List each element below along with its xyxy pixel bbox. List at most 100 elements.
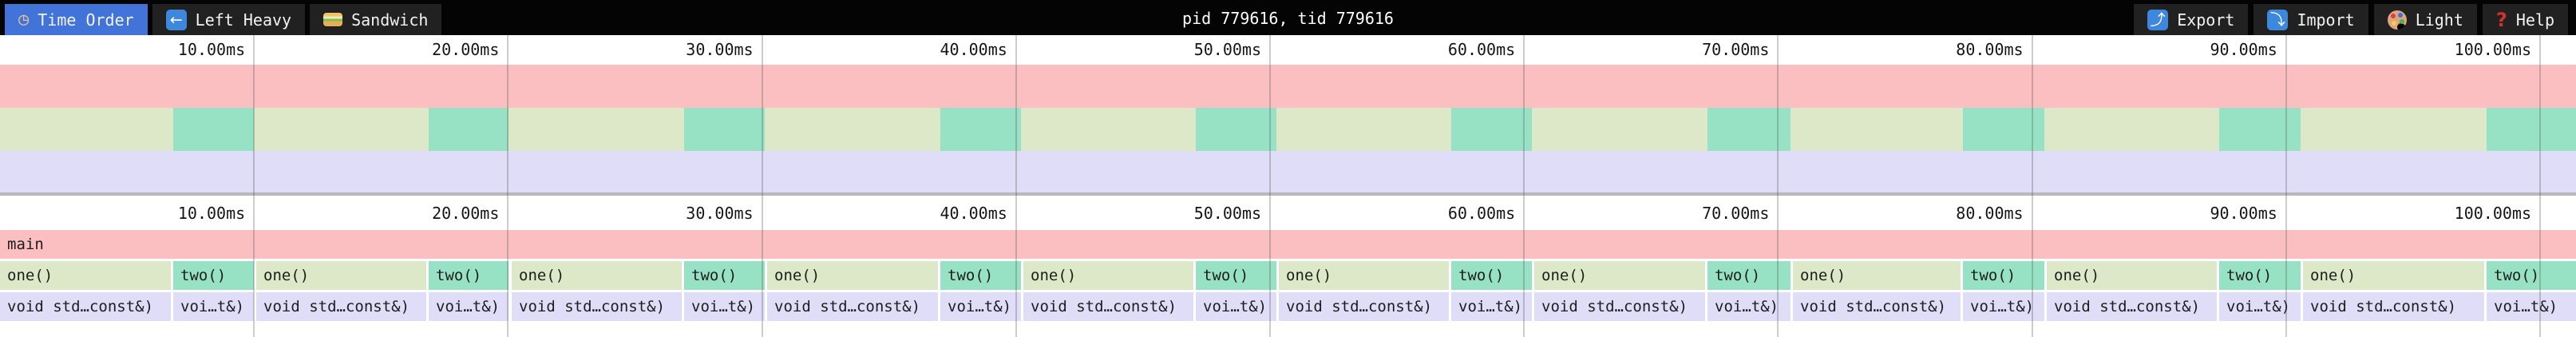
frame-one[interactable]: one() (2047, 261, 2217, 290)
ruler-tick-label: 80.00ms (1956, 40, 2024, 59)
frame-two-child[interactable]: voi…t&) (2487, 292, 2576, 321)
tab-sandwich[interactable]: Sandwich (310, 4, 442, 35)
button-label: Light (2415, 10, 2463, 30)
minimap-two-block[interactable] (2219, 108, 2301, 151)
minimap-two-block[interactable] (429, 108, 508, 151)
left-arrow-icon: ← (165, 9, 187, 30)
button-label: Time Order (38, 10, 134, 30)
ruler-tick-label: 100.00ms (2454, 204, 2531, 223)
frame-one[interactable]: one() (767, 261, 938, 290)
minimap-band-one-two[interactable] (0, 108, 2576, 151)
ruler-tick-label: 60.00ms (1447, 40, 1516, 59)
ruler-tick-label: 60.00ms (1447, 204, 1516, 223)
frame-one-child[interactable]: void std…const&) (1793, 292, 1961, 321)
button-label: Import (2297, 10, 2355, 30)
frame-two-child[interactable]: voi…t&) (1707, 292, 1791, 321)
ruler-tick-label: 100.00ms (2454, 40, 2531, 59)
minimap-band-main[interactable] (0, 65, 2576, 108)
tab-left-heavy[interactable]: ← Left Heavy (152, 4, 306, 35)
ruler-tick-label: 20.00ms (432, 40, 500, 59)
frame-main[interactable]: main (0, 230, 2576, 259)
frame-one[interactable]: one() (2303, 261, 2484, 290)
flame-row-main: main (0, 230, 2576, 259)
frame-two-child[interactable]: voi…t&) (1451, 292, 1532, 321)
frame-one[interactable]: one() (256, 261, 426, 290)
help-icon: ? (2495, 8, 2507, 31)
frame-two[interactable]: two() (1707, 261, 1791, 290)
theme-button[interactable]: Light (2373, 4, 2477, 35)
minimap-band-children[interactable] (0, 151, 2576, 192)
import-icon: ⤵ (2267, 9, 2289, 30)
import-button[interactable]: ⤵ Import (2254, 4, 2368, 35)
frame-one-child[interactable]: void std…const&) (256, 292, 426, 321)
frame-two-child[interactable]: voi…t&) (1196, 292, 1276, 321)
frame-one-child[interactable]: void std…const&) (1023, 292, 1193, 321)
frame-two[interactable]: two() (2219, 261, 2301, 290)
export-button[interactable]: ⤴ Export (2134, 4, 2249, 35)
frame-one[interactable]: one() (1023, 261, 1193, 290)
flamechart-ruler: 10.00ms 20.00ms 30.00ms 40.00ms 50.00ms 60.00… (0, 196, 2576, 229)
ruler-tick-label: 10.00ms (177, 204, 246, 223)
clock-icon: ◷ (18, 10, 30, 30)
ruler-tick-label: 30.00ms (686, 40, 754, 59)
button-label: Export (2177, 10, 2235, 30)
minimap-separator (0, 192, 2576, 196)
export-icon: ⤴ (2147, 9, 2169, 30)
sandwich-icon (323, 13, 343, 26)
minimap-two-block[interactable] (1963, 108, 2044, 151)
frame-two-child[interactable]: voi…t&) (173, 292, 254, 321)
flame-row-one-two: one() one() one() one() one() one() one() one()… (0, 261, 2576, 290)
frame-two[interactable]: two() (940, 261, 1021, 290)
ruler-tick-label: 90.00ms (2210, 204, 2277, 223)
minimap-two-block[interactable] (2487, 108, 2576, 151)
frame-two[interactable]: two() (2487, 261, 2576, 290)
tab-bar: ◷ Time Order ← Left Heavy Sandwich (5, 4, 442, 35)
action-bar: ⤴ Export ⤵ Import Light ? Help (2134, 4, 2568, 35)
minimap[interactable] (0, 65, 2576, 192)
frame-one-child[interactable]: void std…const&) (767, 292, 938, 321)
frame-two-child[interactable]: voi…t&) (2219, 292, 2301, 321)
minimap-ruler: 10.00ms 20.00ms 30.00ms 40.00ms 50.00ms 60.00… (0, 35, 2576, 65)
frame-one-child[interactable]: void std…const&) (2303, 292, 2484, 321)
frame-two[interactable]: two() (1963, 261, 2044, 290)
frame-one[interactable]: one() (1793, 261, 1961, 290)
ruler-tick-label: 50.00ms (1193, 40, 1261, 59)
ruler-tick-label: 40.00ms (940, 204, 1007, 223)
frame-two-child[interactable]: voi…t&) (429, 292, 508, 321)
flame-row-children: void std…const&) void std…const&) void std… (0, 292, 2576, 321)
ruler-tick-label: 50.00ms (1193, 204, 1261, 223)
ruler-tick-label: 80.00ms (1956, 204, 2024, 223)
frame-one-child[interactable]: void std…const&) (1279, 292, 1449, 321)
palette-icon (2387, 10, 2407, 30)
frame-two[interactable]: two() (173, 261, 254, 290)
minimap-two-block[interactable] (1196, 108, 1276, 151)
ruler-tick-label: 30.00ms (686, 204, 754, 223)
minimap-two-block[interactable] (940, 108, 1021, 151)
frame-two[interactable]: two() (429, 261, 508, 290)
frame-two[interactable]: two() (684, 261, 765, 290)
button-label: Left Heavy (195, 10, 292, 30)
frame-one-child[interactable]: void std…const&) (0, 292, 171, 321)
ruler-tick-label: 10.00ms (177, 40, 246, 59)
frame-one[interactable]: one() (512, 261, 682, 290)
frame-one-child[interactable]: void std…const&) (512, 292, 682, 321)
frame-one-child[interactable]: void std…const&) (2047, 292, 2217, 321)
frame-two[interactable]: two() (1451, 261, 1532, 290)
frame-one[interactable]: one() (1279, 261, 1449, 290)
frame-two-child[interactable]: voi…t&) (684, 292, 765, 321)
frame-two-child[interactable]: voi…t&) (940, 292, 1021, 321)
toolbar: ◷ Time Order ← Left Heavy Sandwich pid 77961… (0, 0, 2576, 35)
frame-one-child[interactable]: void std…const&) (1534, 292, 1705, 321)
frame-two-child[interactable]: voi…t&) (1963, 292, 2044, 321)
window-title: pid 779616, tid 779616 (1182, 9, 1394, 28)
minimap-two-block[interactable] (684, 108, 765, 151)
frame-one[interactable]: one() (1534, 261, 1705, 290)
button-label: Sandwich (351, 10, 429, 30)
tab-time-order[interactable]: ◷ Time Order (5, 4, 148, 35)
minimap-two-block[interactable] (173, 108, 254, 151)
frame-one[interactable]: one() (0, 261, 171, 290)
minimap-two-block[interactable] (1707, 108, 1791, 151)
frame-two[interactable]: two() (1196, 261, 1276, 290)
minimap-two-block[interactable] (1451, 108, 1532, 151)
help-button[interactable]: ? Help (2482, 4, 2568, 35)
